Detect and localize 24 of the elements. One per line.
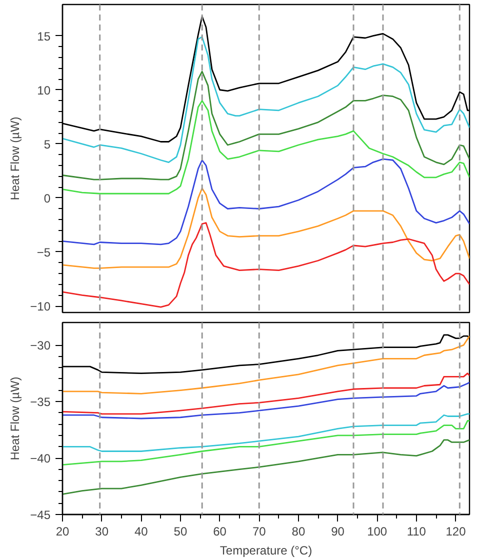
x-tick-label: 30 bbox=[95, 524, 109, 538]
y-tick-label: 15 bbox=[37, 29, 51, 44]
y-axis-title: Heat Flow (µW) bbox=[8, 376, 22, 460]
y-axis-title: Heat Flow (µW) bbox=[8, 116, 22, 200]
x-tick-label: 20 bbox=[56, 524, 70, 538]
x-tick-label: 110 bbox=[406, 524, 426, 538]
y-tick-label: −45 bbox=[30, 508, 51, 522]
y-tick-label: −40 bbox=[30, 452, 51, 466]
y-tick-label: 0 bbox=[44, 191, 51, 206]
y-tick-label: −5 bbox=[36, 245, 51, 260]
x-tick-label: 70 bbox=[252, 524, 266, 538]
x-tick-label: 120 bbox=[446, 524, 466, 538]
x-axis-title: Temperature (°C) bbox=[220, 544, 312, 558]
x-tick-label: 60 bbox=[213, 524, 227, 538]
x-tick-label: 40 bbox=[134, 524, 148, 538]
x-tick-label: 90 bbox=[331, 524, 345, 538]
y-tick-label: −35 bbox=[30, 395, 51, 410]
x-tick-label: 50 bbox=[174, 524, 188, 538]
y-tick-label: 5 bbox=[44, 137, 51, 152]
y-tick-label: 10 bbox=[37, 83, 51, 98]
x-tick-label: 80 bbox=[292, 524, 306, 538]
y-tick-label: −10 bbox=[30, 300, 51, 314]
x-tick-label: 100 bbox=[367, 524, 388, 538]
y-tick-label: −30 bbox=[30, 338, 51, 353]
